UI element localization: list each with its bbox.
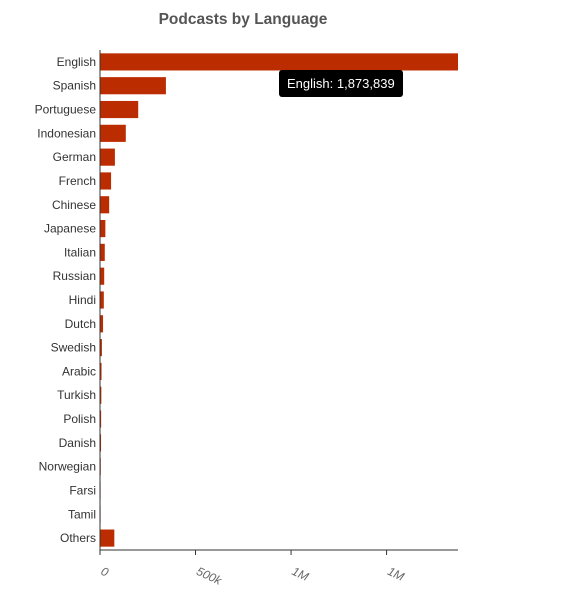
bar-japanese[interactable] (100, 220, 106, 238)
bar-danish[interactable] (100, 434, 102, 452)
bar-others[interactable] (100, 529, 115, 547)
category-label: German (53, 150, 96, 164)
category-label: Norwegian (39, 460, 96, 474)
category-label: Others (60, 531, 96, 545)
category-label: Turkish (57, 388, 96, 402)
category-label: French (59, 174, 96, 188)
bar-french[interactable] (100, 172, 112, 190)
category-label: Russian (53, 269, 96, 283)
category-label: Portuguese (35, 103, 97, 117)
category-labels: English Spanish Portuguese Indonesian German… (35, 55, 97, 545)
bar-spanish[interactable] (100, 77, 166, 95)
category-label: Indonesian (37, 126, 96, 140)
bar-hindi[interactable] (100, 291, 104, 309)
x-tick-label: 0 (99, 564, 111, 580)
x-tick-label: 1M (290, 564, 311, 584)
bar-italian[interactable] (100, 243, 105, 261)
x-tick-label: 1M (385, 564, 406, 584)
category-label: Farsi (69, 483, 96, 497)
category-label: Hindi (69, 293, 96, 307)
bar-turkish[interactable] (100, 386, 102, 404)
tooltip: English: 1,873,839 (279, 70, 403, 97)
category-label: Swedish (51, 341, 96, 355)
x-axis-ticks: 0 500k 1M 1M (99, 550, 406, 588)
bar-indonesian[interactable] (100, 124, 126, 142)
bar-swedish[interactable] (100, 339, 102, 357)
category-label: Italian (64, 245, 96, 259)
category-label: English (57, 55, 96, 69)
bar-polish[interactable] (100, 410, 102, 428)
category-label: Arabic (62, 364, 96, 378)
bar-portuguese[interactable] (100, 100, 139, 119)
category-label: Japanese (44, 222, 96, 236)
bar-arabic[interactable] (100, 362, 102, 380)
chart-title: Podcasts by Language (158, 11, 328, 28)
category-label: Danish (59, 436, 96, 450)
bar-chinese[interactable] (100, 196, 110, 214)
category-label: Dutch (65, 317, 96, 331)
category-label: Tamil (68, 507, 96, 521)
bar-dutch[interactable] (100, 315, 104, 333)
bar-russian[interactable] (100, 267, 105, 285)
category-label: Chinese (52, 198, 96, 212)
bars-layer (100, 53, 458, 547)
bar-german[interactable] (100, 148, 115, 166)
bar-english[interactable] (100, 53, 458, 71)
x-tick-label: 500k (194, 564, 224, 588)
category-label: Polish (63, 412, 96, 426)
category-label: Spanish (53, 79, 96, 93)
